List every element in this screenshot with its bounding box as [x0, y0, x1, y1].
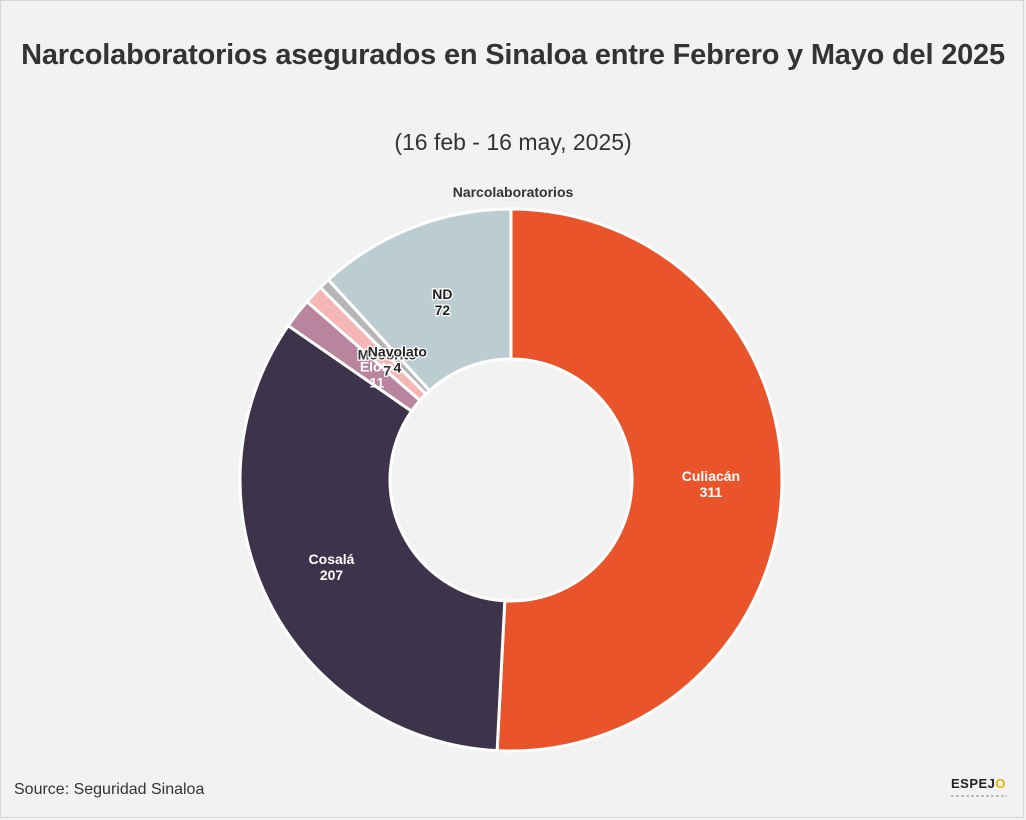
espejo-logo: ESPEJO: [951, 777, 1011, 803]
slice-culiacan[interactable]: [495, 207, 784, 753]
series-label: Narcolaboratorios: [453, 184, 574, 200]
data-label-cosala: Cosalá 207: [309, 551, 355, 583]
chart-title: Narcolaboratorios asegurados en Sinaloa …: [21, 39, 1005, 71]
data-label-navolato: Navolato 4: [368, 343, 427, 375]
logo-accent: O: [995, 776, 1007, 791]
slice-nd[interactable]: [326, 207, 513, 393]
source-note: Source: Seguridad Sinaloa: [14, 781, 205, 798]
slices-group: [238, 207, 784, 753]
data-label-mocorito: Mocorito 7: [358, 347, 417, 379]
logo-tagline: [951, 795, 1007, 797]
data-label-nd: ND 72: [432, 286, 452, 318]
logo-text: ESPEJ: [951, 776, 996, 791]
chart-subtitle: (16 feb - 16 may, 2025): [394, 129, 632, 155]
slice-cosala[interactable]: [238, 324, 507, 753]
data-label-elota: Elota 11: [360, 358, 394, 390]
data-label-culiacan: Culiacán 311: [682, 468, 740, 500]
